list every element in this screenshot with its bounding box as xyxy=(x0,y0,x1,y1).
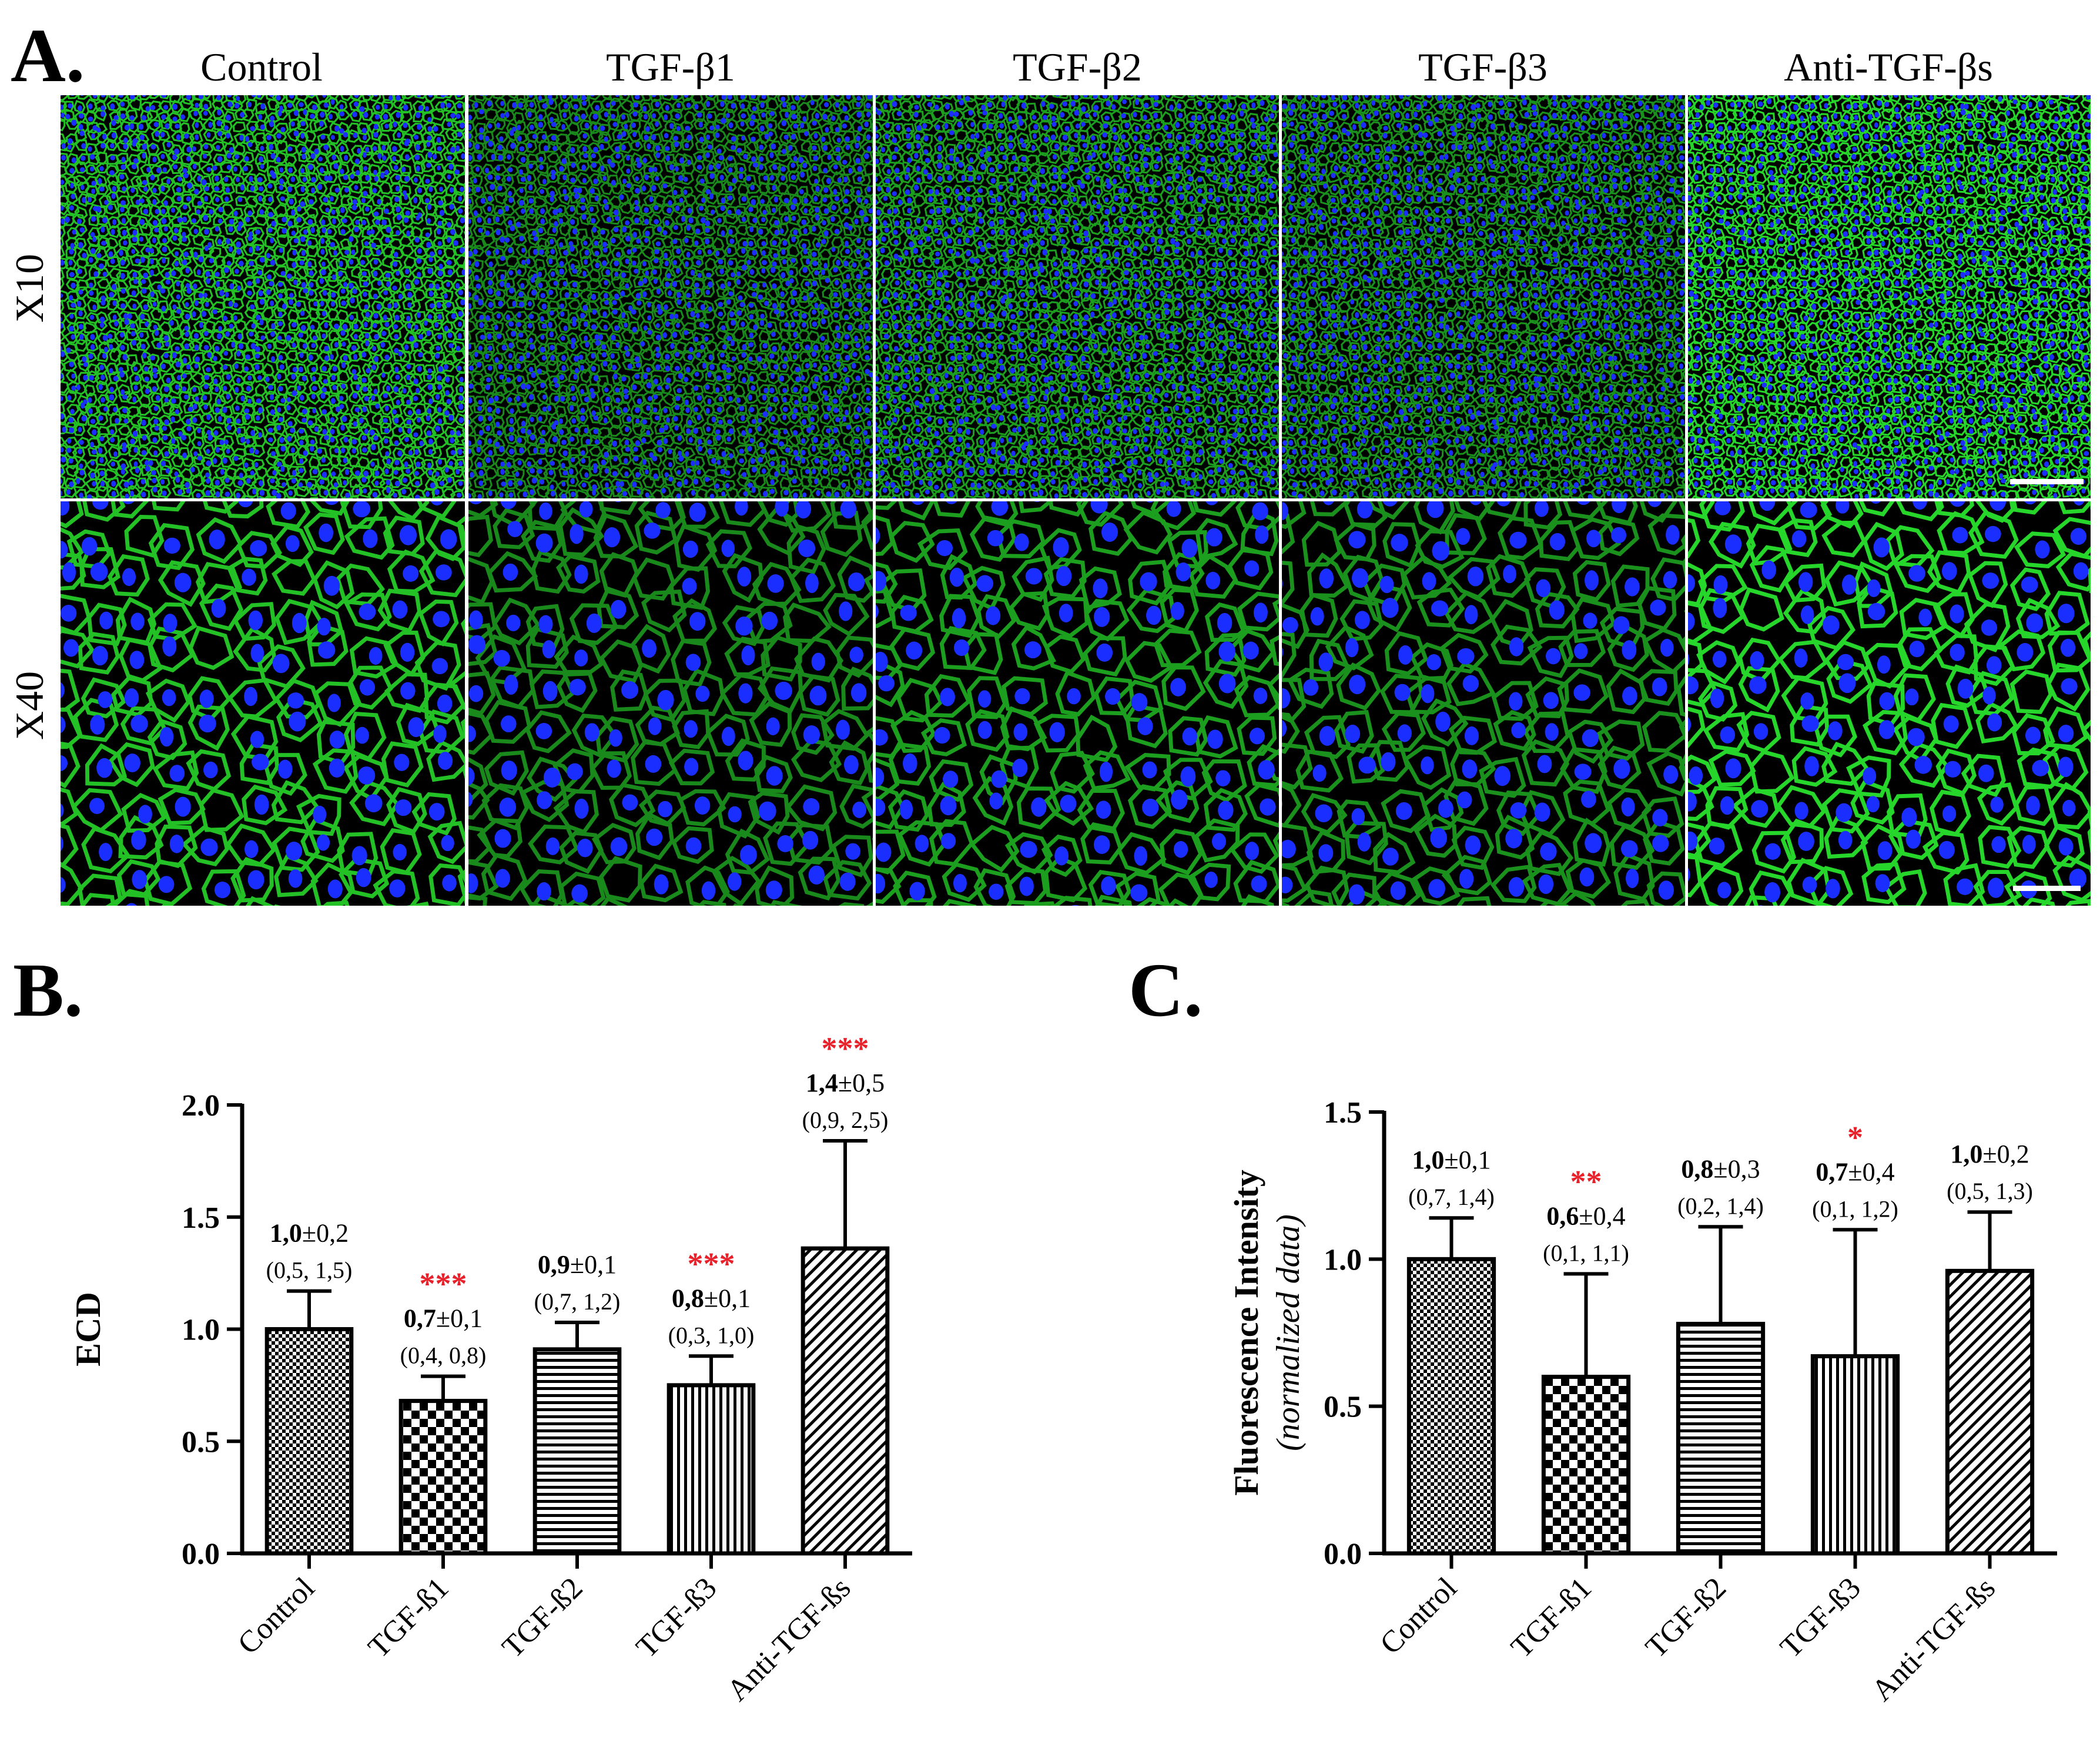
micrograph-x40-5 xyxy=(1688,501,2091,906)
significance-marker: *** xyxy=(420,1267,467,1302)
bar-3 xyxy=(1676,1321,1766,1556)
data-label-range: (0,9, 2,5) xyxy=(802,1107,889,1133)
x-tick-label: TGF-ß1 xyxy=(362,1571,455,1664)
significance-marker: * xyxy=(1847,1120,1863,1155)
panel-c-label: C. xyxy=(1128,948,1203,1033)
y-tick-label: 1.0 xyxy=(1324,1243,1362,1277)
y-axis-label: Fluorescence Intensity xyxy=(1227,1170,1265,1496)
data-label-mean: 0,7±0,1 xyxy=(404,1304,483,1333)
bar-1 xyxy=(264,1327,354,1556)
micrograph-x10-5 xyxy=(1688,95,2091,498)
data-label-mean: 1,0±0,2 xyxy=(1950,1140,2029,1168)
x-tick-label: TGF-ß3 xyxy=(630,1571,724,1664)
significance-marker: ** xyxy=(1570,1164,1602,1199)
bar-4 xyxy=(666,1383,756,1556)
bar-2 xyxy=(1541,1375,1631,1556)
x-tick-label: Control xyxy=(232,1571,321,1661)
data-label-range: (0,4, 0,8) xyxy=(400,1342,487,1369)
y-tick-label: 0.5 xyxy=(182,1425,220,1459)
bar-4 xyxy=(1810,1354,1900,1556)
ecd-bar-chart: 0.0 0.5 1.0 1.5 2.0 ECD Control (0,5, 1,5) 1,0±0… xyxy=(69,1031,912,1708)
column-title-tgf-b3: TGF-β3 xyxy=(1418,45,1548,89)
column-title-anti-tgf: Anti-TGF-βs xyxy=(1784,45,1993,89)
micrograph-x40-3 xyxy=(876,501,1279,906)
x-tick-label: Control xyxy=(1374,1571,1463,1661)
micrograph-x10-4 xyxy=(1282,95,1685,498)
micrograph-x40-1 xyxy=(61,501,465,906)
significance-marker: *** xyxy=(688,1246,735,1281)
y-tick-label: 2.0 xyxy=(182,1089,220,1123)
data-label-mean: 0,9±0,1 xyxy=(538,1250,617,1279)
y-tick-label: 0.0 xyxy=(1324,1538,1362,1571)
x-tick-label: TGF-ß3 xyxy=(1774,1571,1867,1664)
data-label-range: (0,1, 1,2) xyxy=(1812,1195,1898,1222)
bar-5 xyxy=(801,1246,890,1556)
bar-1 xyxy=(1406,1257,1496,1556)
data-label-range: (0,7, 1,4) xyxy=(1408,1184,1495,1210)
micrograph-x10-1 xyxy=(61,95,465,498)
x-tick-label: TGF-ß2 xyxy=(496,1571,590,1664)
panel-a-label: A. xyxy=(11,14,85,98)
micrograph-x10-3 xyxy=(876,95,1279,498)
y-axis-label: ECD xyxy=(69,1292,108,1366)
y-tick-label: 1.0 xyxy=(182,1314,220,1347)
y-tick-label: 0.5 xyxy=(1324,1391,1362,1424)
fluorescence-bar-chart: 0.0 0.5 1.0 1.5 Fluorescence Intensity (norma… xyxy=(1227,1096,2057,1708)
data-label-mean: 1,0±0,2 xyxy=(270,1219,349,1248)
column-title-control: Control xyxy=(200,45,323,89)
data-label-range: (0,3, 1,0) xyxy=(668,1322,755,1348)
bar-5 xyxy=(1945,1268,2035,1556)
significance-marker: *** xyxy=(822,1031,869,1066)
y-tick-label: 1.5 xyxy=(182,1201,220,1235)
data-label-range: (0,7, 1,2) xyxy=(534,1288,621,1315)
x-tick-label: TGF-ß2 xyxy=(1639,1571,1733,1664)
y-tick-label: 1.5 xyxy=(1324,1096,1362,1130)
row-label-x10: X10 xyxy=(7,253,52,323)
data-label-mean: 0,7±0,4 xyxy=(1816,1157,1894,1186)
scale-bar-x10 xyxy=(2010,479,2084,484)
bar-3 xyxy=(532,1347,622,1556)
scale-bar-x40 xyxy=(2013,886,2081,891)
x-tick-label: Anti-TGF-ßs xyxy=(1865,1571,2002,1707)
micrograph-x10-2 xyxy=(468,95,873,498)
data-label-range: (0,2, 1,4) xyxy=(1677,1193,1764,1219)
data-label-mean: 1,0±0,1 xyxy=(1412,1146,1491,1174)
micrograph-x40-2 xyxy=(468,501,873,906)
data-label-mean: 0,8±0,1 xyxy=(672,1284,751,1312)
y-tick-label: 0.0 xyxy=(182,1538,220,1571)
data-label-mean: 1,4±0,5 xyxy=(806,1069,885,1097)
x-tick-label: TGF-ß1 xyxy=(1505,1571,1598,1664)
column-title-tgf-b1: TGF-β1 xyxy=(606,45,735,89)
data-label-range: (0,1, 1,1) xyxy=(1543,1240,1629,1266)
column-title-tgf-b2: TGF-β2 xyxy=(1013,45,1142,89)
data-label-range: (0,5, 1,5) xyxy=(266,1257,353,1284)
y-axis-sublabel: (normalized data) xyxy=(1270,1214,1307,1451)
data-label-mean: 0,6±0,4 xyxy=(1546,1201,1625,1230)
row-label-x40: X40 xyxy=(7,671,52,740)
x-tick-label: Anti-TGF-ßs xyxy=(721,1571,857,1707)
bar-2 xyxy=(398,1399,488,1556)
micrograph-x40-4 xyxy=(1282,501,1685,906)
panel-b-label: B. xyxy=(13,948,83,1033)
data-label-mean: 0,8±0,3 xyxy=(1681,1154,1760,1183)
data-label-range: (0,5, 1,3) xyxy=(1947,1178,2033,1204)
